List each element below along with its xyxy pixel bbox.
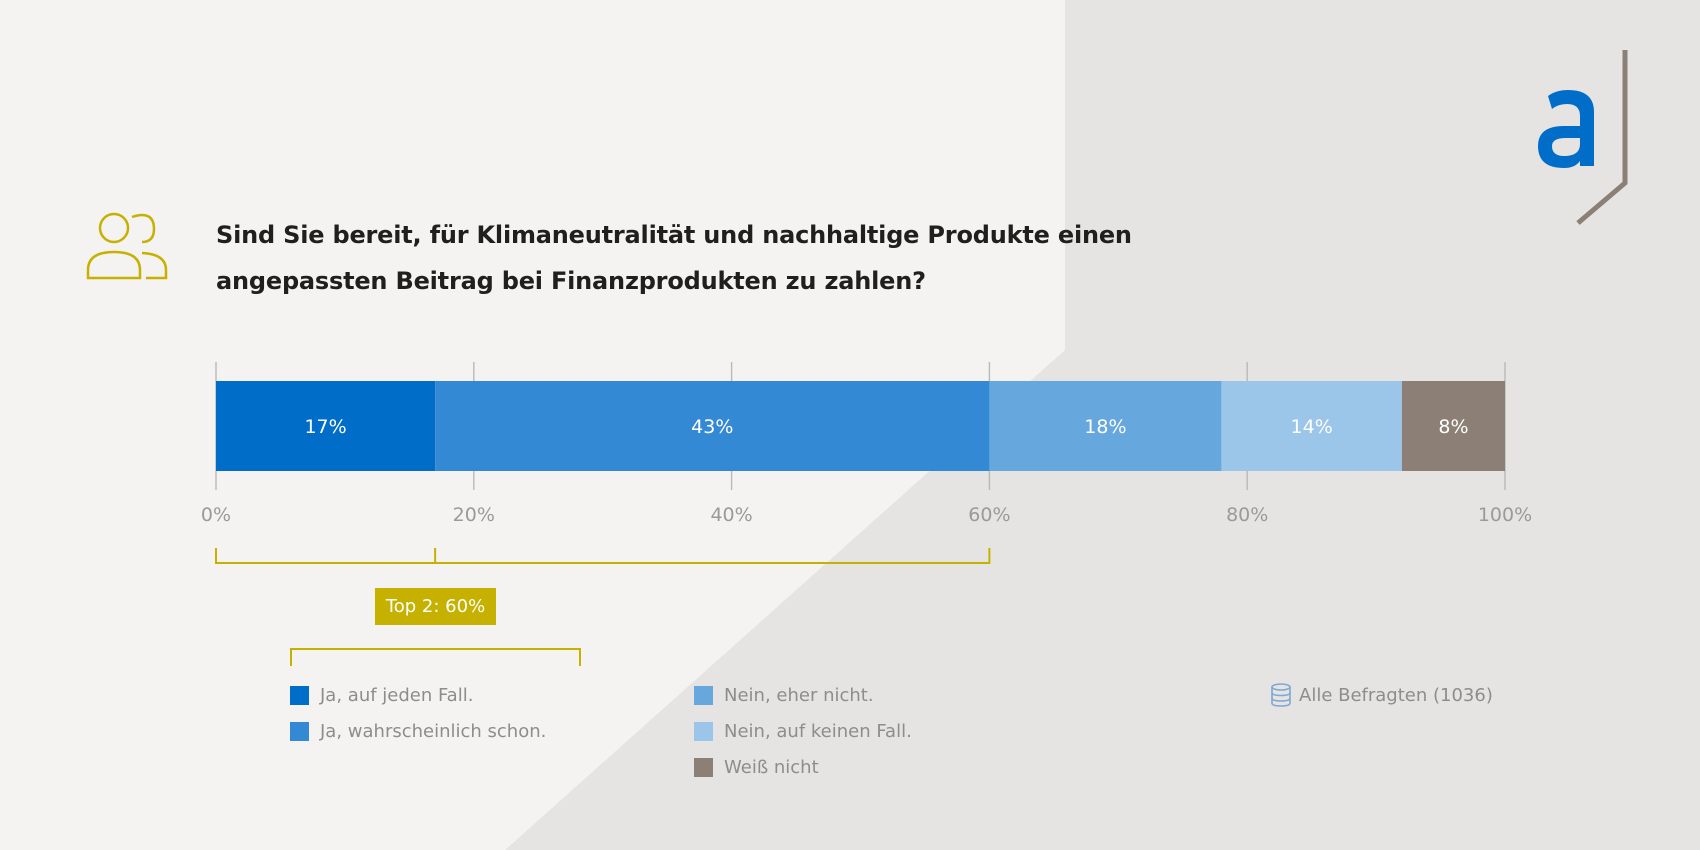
bar-segment	[989, 381, 1222, 471]
database-icon	[1271, 683, 1291, 707]
legend-label: Weiß nicht	[724, 756, 819, 778]
x-tick-label: 60%	[968, 504, 1010, 526]
legend-swatch	[290, 721, 309, 741]
legend-item-nein-eher-nicht: Nein, eher nicht.	[694, 683, 874, 707]
x-tick-label: 0%	[201, 504, 231, 526]
legend-item-ja-wahrscheinlich-schon: Ja, wahrscheinlich schon.	[290, 719, 546, 743]
legend-item-weiss-nicht: Weiß nicht	[694, 755, 819, 779]
top2-bracket	[215, 548, 991, 564]
x-tick-label: 100%	[1478, 504, 1532, 526]
legend-label: Ja, auf jeden Fall.	[320, 684, 474, 706]
people-icon	[86, 212, 168, 280]
chart-title-line-2: angepassten Beitrag bei Finanzprodukten …	[216, 267, 926, 295]
legend-item-ja-auf-jeden-fall: Ja, auf jeden Fall.	[290, 683, 473, 707]
bar-value-label: 18%	[1084, 416, 1126, 438]
bar-segment	[1401, 381, 1505, 471]
chart-title-line-1: Sind Sie bereit, für Klimaneutralität un…	[216, 221, 1132, 249]
legend-label: Nein, auf keinen Fall.	[724, 720, 912, 742]
x-tick-label: 80%	[1226, 504, 1268, 526]
brand-logo	[1538, 50, 1628, 225]
bar-value-label: 8%	[1438, 416, 1468, 438]
legend-swatch	[694, 685, 713, 705]
x-tick-label: 20%	[453, 504, 495, 526]
chart-title: Sind Sie bereit, für Klimaneutralität un…	[216, 212, 1132, 304]
bar-segment	[1221, 381, 1402, 471]
bar-value-label: 14%	[1291, 416, 1333, 438]
legend-swatch	[694, 721, 713, 741]
bar-segment	[435, 381, 990, 471]
top2-badge: Top 2: 60%	[375, 588, 496, 625]
bar-segment	[216, 381, 436, 471]
x-tick-label: 40%	[710, 504, 752, 526]
legend-bracket	[290, 648, 581, 666]
sample-base-note: Alle Befragten (1036)	[1270, 683, 1493, 707]
legend-label: Nein, eher nicht.	[724, 684, 874, 706]
legend-label: Ja, wahrscheinlich schon.	[320, 720, 547, 742]
bar-value-label: 17%	[304, 416, 346, 438]
sample-base-label: Alle Befragten (1036)	[1299, 684, 1493, 706]
legend-item-nein-auf-keinen-fall: Nein, auf keinen Fall.	[694, 719, 912, 743]
bar-value-label: 43%	[691, 416, 733, 438]
legend-swatch	[290, 685, 309, 705]
legend-swatch	[694, 757, 713, 777]
